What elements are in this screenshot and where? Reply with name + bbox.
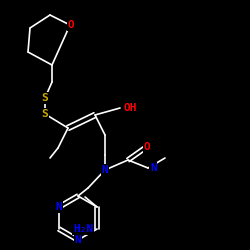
Text: H₂N: H₂N [73,224,93,234]
Text: S: S [42,93,48,103]
Text: OH: OH [123,103,136,113]
Text: N: N [74,235,82,245]
Text: N: N [150,163,157,173]
Text: N: N [56,202,62,212]
Text: O: O [144,142,150,152]
Text: S: S [42,109,48,119]
Text: O: O [68,20,74,30]
Text: N: N [102,165,108,175]
